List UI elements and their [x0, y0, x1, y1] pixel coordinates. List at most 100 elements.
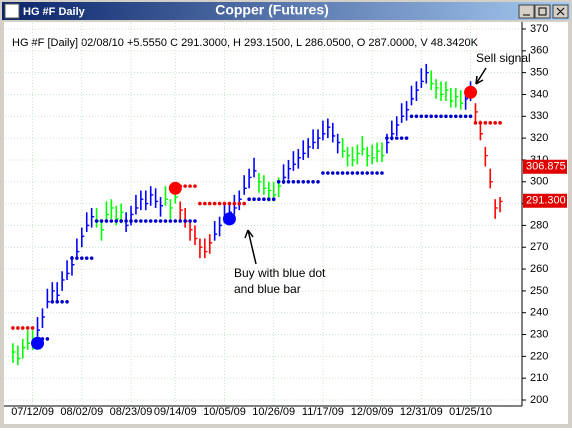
chart-area [4, 22, 568, 424]
stop-dot [124, 219, 128, 223]
stop-dot [227, 201, 232, 206]
stop-dot [390, 136, 394, 140]
stop-dot [316, 179, 320, 184]
stop-dot [252, 197, 256, 202]
stop-dot [409, 114, 414, 119]
stop-dot [89, 256, 94, 260]
stop-dot [247, 197, 251, 202]
buy-annotation: Buy with blue dot [234, 266, 326, 280]
stop-dot [75, 256, 79, 260]
x-tick-label: 08/23/09 [110, 406, 153, 418]
price-label-box [523, 193, 567, 208]
stop-dot [183, 184, 187, 188]
stop-dot [301, 179, 306, 184]
stop-dot [65, 299, 69, 304]
stop-dot [257, 197, 261, 202]
stop-dot [104, 219, 109, 223]
stop-dot [498, 121, 502, 125]
stop-dot [380, 171, 384, 175]
y-tick-label: 250 [530, 285, 548, 297]
stop-dot [153, 219, 158, 223]
stop-dot [330, 171, 335, 175]
stop-dot [306, 179, 310, 184]
stop-dot [80, 256, 84, 260]
stop-dot [493, 121, 497, 125]
stop-dot [458, 114, 463, 119]
stop-dot [99, 219, 104, 223]
buy-arrow [244, 229, 257, 265]
stop-dot [355, 171, 360, 175]
window-buttons[interactable] [518, 4, 569, 19]
price-label: 306.875 [526, 161, 566, 173]
stop-dot [217, 201, 222, 206]
sell-annotation: Sell signal [476, 51, 531, 65]
y-tick-label: 220 [530, 350, 548, 362]
chart-subtitle: HG #F [Daily] 02/08/10 +5.5550 C 291.300… [12, 37, 479, 49]
stop-dot [419, 114, 424, 119]
stop-dot [188, 184, 192, 188]
stop-dot [193, 184, 197, 188]
minimize-button[interactable] [518, 4, 535, 19]
chart-title: Copper (Futures) [215, 2, 329, 18]
stop-dot [444, 114, 448, 119]
stop-dot [94, 219, 99, 223]
stop-dot [365, 171, 370, 175]
x-tick-label: 12/31/09 [400, 406, 443, 418]
stop-dot [60, 299, 64, 304]
stop-dot [222, 201, 227, 206]
stop-dot [168, 219, 173, 223]
stop-dot [148, 219, 153, 223]
button-glyphs [523, 7, 565, 16]
y-tick-label: 230 [530, 328, 548, 340]
x-tick-label: 11/17/09 [302, 406, 344, 418]
stop-dot [478, 121, 483, 125]
y-tick-label: 370 [530, 23, 548, 35]
stop-dot [463, 114, 468, 119]
stop-dot [173, 219, 178, 223]
stop-dot [198, 201, 202, 206]
stop-dot [143, 219, 148, 223]
y-tick-label: 360 [530, 45, 548, 57]
price-label: 291.300 [526, 195, 566, 207]
title-bar [2, 2, 570, 20]
x-tick-label: 01/25/10 [449, 406, 492, 418]
stop-dot [16, 326, 20, 330]
stop-dot [114, 219, 119, 223]
stop-dot [70, 256, 74, 260]
sell-arrow [475, 67, 487, 85]
stop-dot [404, 136, 409, 140]
stop-dot [134, 219, 138, 223]
stop-dot [439, 114, 443, 119]
stop-dot [25, 326, 30, 330]
stop-dot [385, 136, 389, 140]
maximize-button[interactable] [534, 4, 551, 19]
x-tick-label: 10/05/09 [203, 406, 246, 418]
stop-dot [483, 121, 488, 125]
app-icon [4, 3, 20, 19]
stop-dot [296, 179, 301, 184]
y-tick-label: 320 [530, 132, 548, 144]
stop-dot [370, 171, 374, 175]
stop-dot [414, 114, 419, 119]
signal-dot [168, 181, 182, 195]
x-tick-label: 09/14/09 [154, 406, 197, 418]
stop-dot [434, 114, 438, 119]
x-tick-label: 07/12/09 [11, 406, 54, 418]
stop-dot [360, 171, 365, 175]
stop-dot [267, 197, 271, 202]
y-tick-label: 240 [530, 307, 548, 319]
stop-dot [45, 337, 50, 341]
window-title: HG #F Daily [23, 6, 86, 18]
y-tick-label: 300 [530, 176, 548, 188]
stop-dot [271, 197, 276, 202]
stop-dot [50, 299, 55, 304]
stop-dot [399, 136, 404, 140]
x-tick-label: 08/02/09 [60, 406, 103, 418]
stop-dot [30, 326, 35, 330]
stop-dot [473, 121, 478, 125]
stop-dot [286, 179, 291, 184]
y-tick-label: 270 [530, 241, 548, 253]
stop-dot [375, 171, 379, 175]
stop-dot [183, 219, 187, 223]
